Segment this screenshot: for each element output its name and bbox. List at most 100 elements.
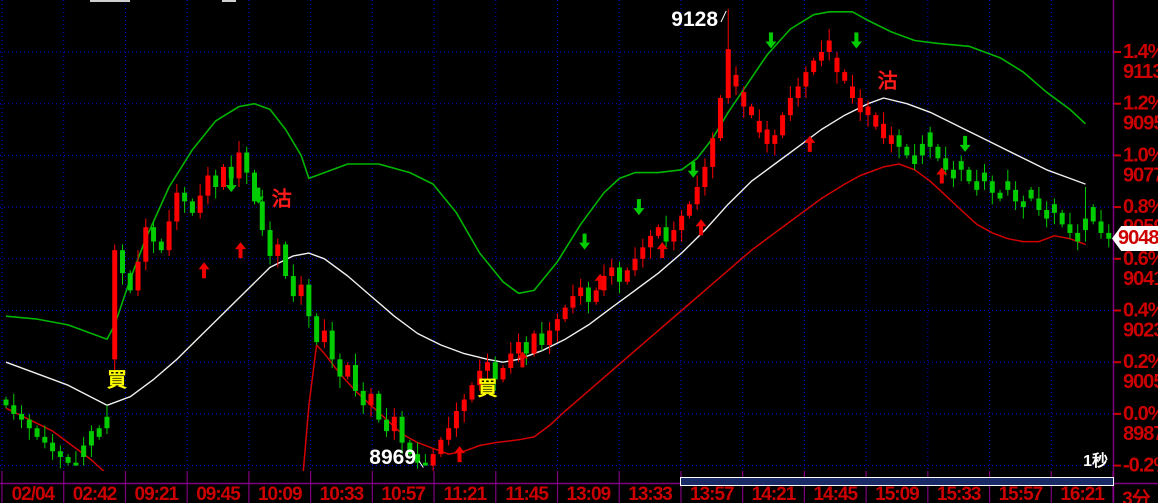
- candle: [982, 172, 988, 182]
- high-annotation: 9128: [671, 8, 718, 31]
- candle: [275, 244, 281, 256]
- candle: [997, 192, 1003, 199]
- candle: [314, 316, 320, 343]
- candle: [57, 451, 63, 457]
- candle: [912, 155, 918, 165]
- pct-tick-label: 0.6%: [1123, 248, 1158, 270]
- candle: [1106, 232, 1112, 239]
- candle: [1013, 189, 1019, 202]
- candle: [772, 135, 778, 144]
- candle: [65, 456, 71, 463]
- candle: [88, 431, 94, 446]
- candle: [166, 221, 172, 251]
- candle: [135, 261, 141, 291]
- candle: [158, 241, 164, 251]
- time-tick-label: 09:45: [196, 484, 241, 503]
- candle: [259, 201, 265, 231]
- candle: [34, 428, 40, 437]
- pct-tick-label: 0.4%: [1123, 300, 1158, 322]
- time-tick-label: 11:45: [505, 484, 549, 503]
- time-tick-label: 11:21: [444, 484, 488, 503]
- candle: [352, 365, 358, 391]
- candle: [1090, 207, 1096, 222]
- candle: [182, 192, 188, 202]
- candle: [1036, 198, 1042, 210]
- candle: [213, 175, 219, 187]
- candle: [562, 307, 568, 320]
- candle: [857, 97, 863, 113]
- time-tick-label: 14:21: [752, 484, 797, 503]
- buy-signal-label: 買: [107, 368, 127, 391]
- candle: [958, 161, 964, 170]
- candle: [50, 442, 56, 452]
- candle: [593, 290, 599, 302]
- candle: [384, 419, 390, 432]
- buy-signal-label: 買: [477, 377, 497, 400]
- candle: [430, 454, 436, 466]
- time-tick-label: 09:21: [135, 484, 180, 503]
- time-tick-label: 15:33: [937, 484, 981, 503]
- candle: [686, 204, 692, 216]
- sell-arrow-icon: [225, 176, 237, 193]
- candle: [96, 428, 102, 437]
- candle: [834, 57, 840, 73]
- time-axis: 02/04 02:42 09:21 09:45 10:09 10:33 10:57 11:21…: [1, 471, 1114, 503]
- candle: [205, 175, 211, 196]
- candle: [368, 393, 374, 406]
- candle: [927, 132, 933, 147]
- candle: [888, 135, 894, 144]
- candle: [818, 52, 824, 61]
- price-tick-label: 9095: [1123, 113, 1158, 135]
- pct-tick-label: 1.4%: [1123, 41, 1158, 63]
- pct-tick-label: 0.0%: [1123, 403, 1158, 425]
- candle: [391, 416, 397, 432]
- candle: [531, 333, 537, 354]
- candle: [469, 385, 475, 400]
- candle: [407, 442, 413, 455]
- candle: [112, 250, 118, 360]
- time-tick-label: 02:42: [73, 484, 117, 503]
- candle: [717, 97, 723, 139]
- candle: [189, 201, 195, 213]
- price-tick-label: 8987: [1123, 423, 1158, 445]
- candle: [1098, 221, 1104, 233]
- candle: [570, 296, 576, 308]
- sell-arrow-icon: [579, 233, 591, 250]
- candle: [500, 367, 506, 380]
- candle: [873, 115, 879, 127]
- clipped-text-remnant: [222, 0, 236, 2]
- price-axis: 1.4%91131.2%90951.0%90770.8%90590.6%9041…: [1114, 41, 1158, 477]
- time-tick-label: 14:45: [813, 484, 858, 503]
- candle: [360, 390, 366, 406]
- candle: [244, 152, 250, 173]
- candle: [127, 273, 133, 291]
- candle: [104, 416, 110, 429]
- interval-badge[interactable]: 3分: [1122, 489, 1151, 503]
- candle: [741, 92, 747, 107]
- candle: [904, 146, 910, 156]
- lower-band-line: [302, 163, 1086, 471]
- candle: [966, 169, 972, 182]
- sell-signal-label: 沽: [272, 186, 292, 210]
- horizontal-scrollbar[interactable]: [680, 477, 1114, 486]
- price-tick-label: 9005: [1123, 371, 1158, 393]
- candle: [617, 267, 623, 282]
- candles: [3, 8, 1112, 471]
- pct-tick-label: -0.2%: [1123, 455, 1158, 477]
- candle: [42, 436, 48, 443]
- candle: [547, 330, 553, 345]
- price-tick-label: 9023: [1123, 320, 1158, 342]
- candle: [492, 362, 498, 380]
- candle: [935, 146, 941, 159]
- sell-arrow-icon: [633, 199, 645, 216]
- time-tick-label: 15:09: [875, 484, 919, 503]
- candle: [1075, 232, 1081, 242]
- candle: [119, 250, 125, 274]
- candle: [1051, 204, 1057, 213]
- time-tick-label: 02/04: [12, 484, 56, 503]
- candle: [725, 49, 731, 98]
- candle: [578, 287, 584, 297]
- candle: [26, 419, 32, 429]
- candle: [446, 428, 452, 440]
